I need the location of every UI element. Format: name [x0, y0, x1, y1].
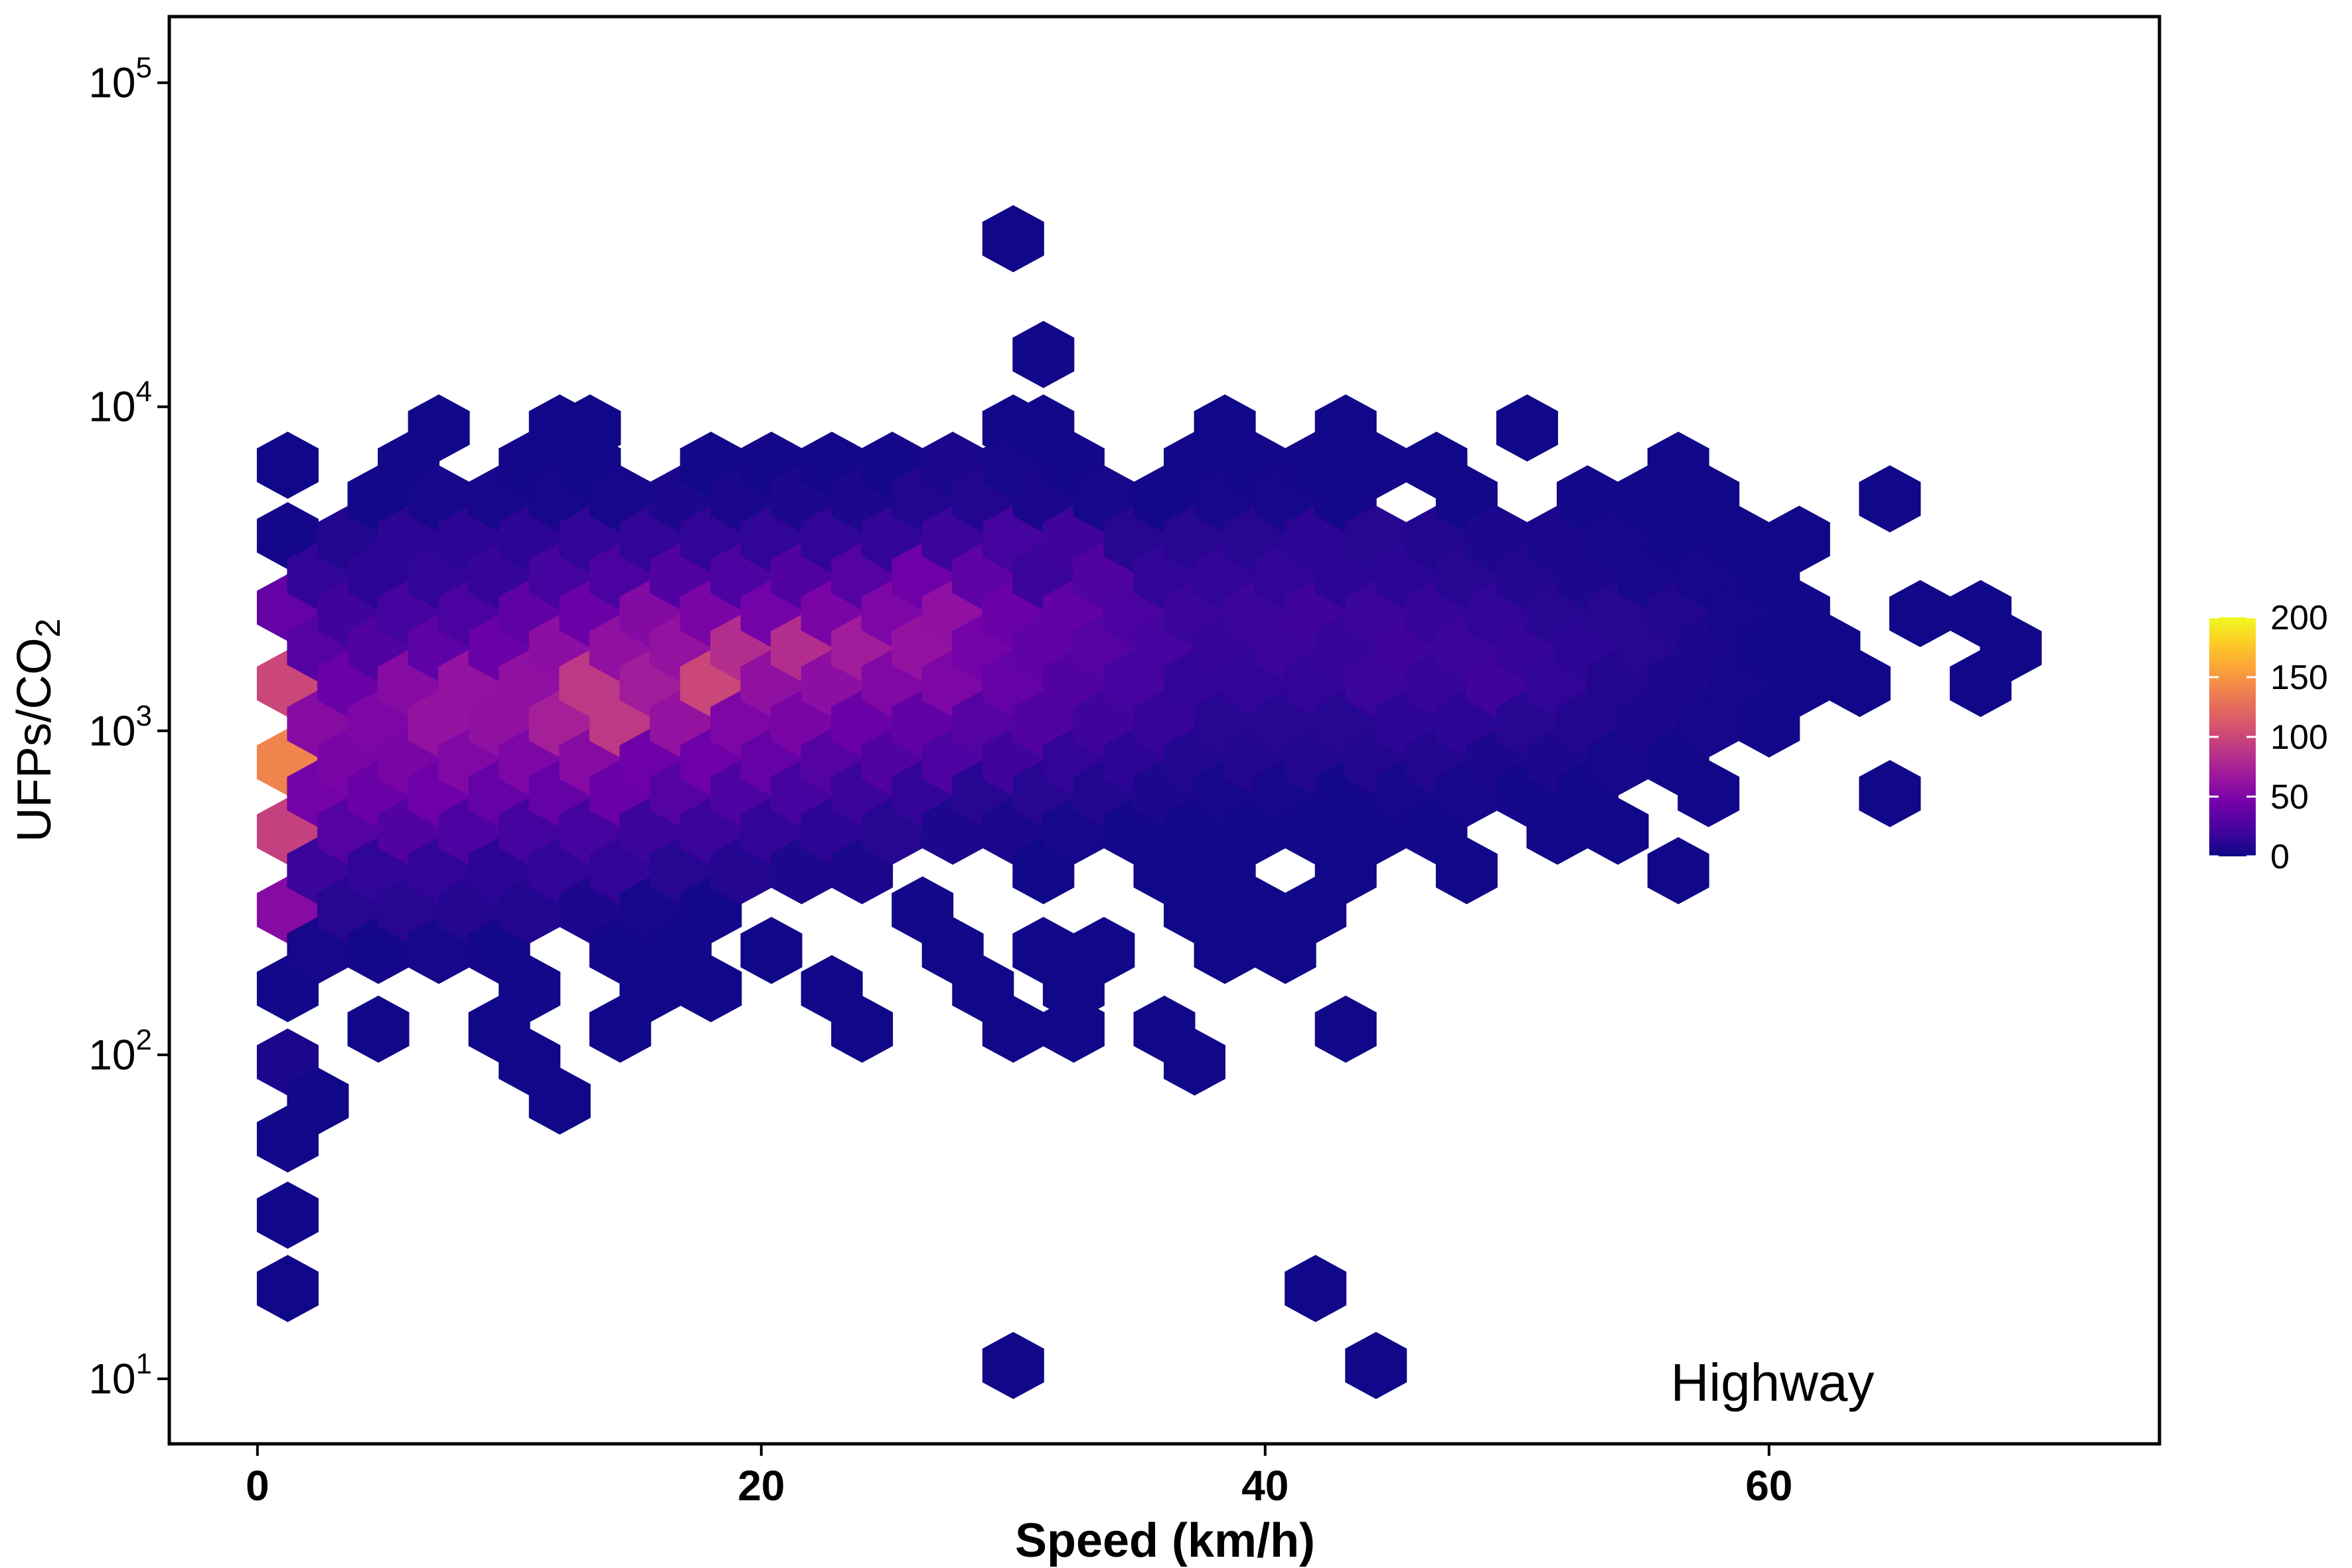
- x-tick-label-40: 40: [1241, 1462, 1289, 1510]
- hexbin-cell-32: [347, 995, 410, 1063]
- hexbin-cell-333: [1768, 505, 1830, 573]
- x-tick-label-60: 60: [1745, 1462, 1792, 1510]
- x-tick-label-20: 20: [738, 1462, 785, 1510]
- hexbin-cell-129: [740, 917, 803, 984]
- hexbin-cell-18: [287, 1067, 349, 1135]
- hexbin-layer: [256, 205, 2042, 1399]
- hexbin-cell-264: [1314, 995, 1377, 1063]
- hexbin-cell-311: [1587, 797, 1649, 865]
- hexbin-cell-116: [680, 955, 742, 1022]
- x-axis: 0 20 40 60: [246, 1444, 1792, 1510]
- y-tick-label-2: 102: [88, 1024, 152, 1079]
- hexbin-cell-227: [1164, 1028, 1225, 1096]
- color-legend: 0 50 100 150 200: [2209, 599, 2328, 876]
- y-tick-label-1: 101: [88, 1348, 152, 1403]
- y-axis: 101 102 103 104 105: [88, 52, 169, 1403]
- legend-label-200: 200: [2270, 599, 2328, 637]
- y-axis-title-main: UFPs/CO: [8, 637, 61, 842]
- hexbin-cell-149: [831, 995, 894, 1063]
- annotation-highway: Highway: [1671, 1353, 1875, 1412]
- y-tick-label-3: 103: [88, 700, 152, 755]
- legend-label-0: 0: [2270, 838, 2290, 876]
- hexbin-cell-207: [1073, 917, 1135, 984]
- x-axis-title: Speed (km/h): [1015, 1514, 1315, 1567]
- hexbin-cell-337: [1828, 649, 1891, 718]
- hexbin-cell-184: [982, 1332, 1044, 1399]
- hexbin-cell-10: [256, 1181, 319, 1249]
- hexbin-cell-0: [256, 431, 319, 499]
- y-tick-label-4: 104: [88, 376, 152, 431]
- hexbin-cell-201: [1042, 995, 1105, 1063]
- hexbin-cell-185: [1012, 321, 1075, 388]
- hexbin-cell-11: [256, 1255, 319, 1322]
- hexbin-cell-326: [1678, 759, 1740, 827]
- legend-label-150: 150: [2270, 659, 2328, 697]
- legend-label-100: 100: [2270, 718, 2328, 757]
- hexbin-cell-338: [1859, 465, 1921, 532]
- hexbin-cell-321: [1647, 837, 1709, 905]
- legend-label-50: 50: [2270, 778, 2309, 817]
- hexbin-cell-78: [528, 1067, 591, 1135]
- hexbin-cell-40: [408, 394, 470, 462]
- y-tick-label-5: 105: [88, 52, 152, 107]
- hexbin-cell-343: [1980, 614, 2042, 682]
- y-axis-title-subscript: 2: [29, 619, 68, 638]
- hexbin-cell-287: [1435, 837, 1498, 905]
- legend-ticks: 0 50 100 150 200: [2209, 599, 2328, 876]
- hexbin-cell-69: [499, 955, 561, 1022]
- hexbin-cell-292: [1496, 394, 1558, 462]
- y-axis-title: UFPs/CO2: [8, 619, 68, 842]
- hexbin-cell-175: [982, 205, 1044, 273]
- hexbin-cell-256: [1285, 1255, 1347, 1322]
- hexbin-cell-271: [1345, 1332, 1407, 1399]
- x-tick-label-0: 0: [246, 1462, 270, 1510]
- hexbin-cell-339: [1859, 759, 1921, 827]
